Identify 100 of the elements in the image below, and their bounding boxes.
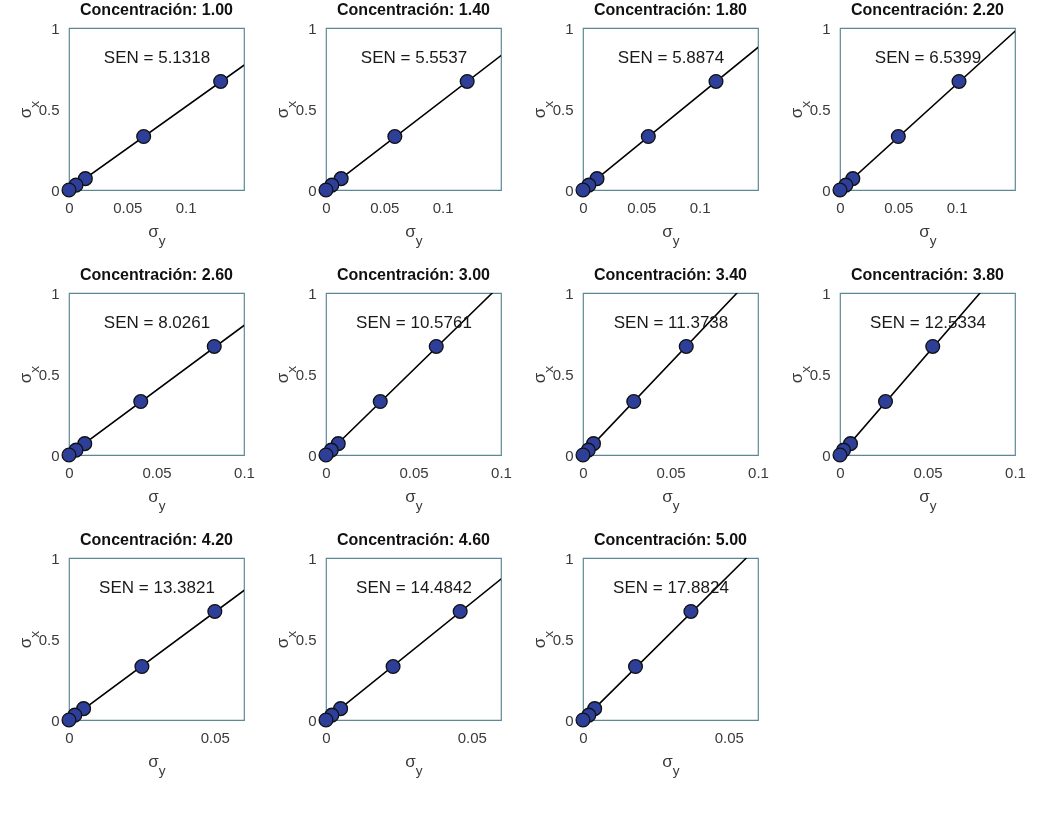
- chart-title: Concentración: 3.00: [337, 266, 491, 283]
- annotation: SEN = 8.0261: [103, 313, 211, 332]
- y-tick-label: 0.5: [552, 365, 574, 383]
- x-tick-label: 0.05: [370, 198, 400, 216]
- y-tick-label: 0: [822, 181, 831, 199]
- y-tick-label: 1: [51, 549, 60, 567]
- point: [385, 659, 401, 675]
- point: [318, 712, 334, 728]
- point: [683, 603, 699, 619]
- y-tick-label: 0: [308, 181, 317, 199]
- x-tick-label: 0.05: [457, 728, 487, 746]
- x-tick-label: 0: [65, 463, 74, 481]
- point: [428, 338, 444, 354]
- y-tick-label: 0.5: [295, 100, 317, 118]
- y-tick-label: 0.5: [295, 630, 317, 648]
- point: [626, 394, 642, 410]
- x-tick-label: 0: [836, 463, 845, 481]
- chart-title: Concentración: 1.40: [337, 1, 491, 18]
- point: [640, 129, 656, 145]
- x-tick-label: 0.1: [1005, 463, 1026, 481]
- y-tick-label: 0.5: [38, 365, 60, 383]
- y-tick-label: 0.5: [295, 365, 317, 383]
- chart-title: Concentración: 3.40: [594, 266, 748, 283]
- point: [133, 394, 149, 410]
- point: [61, 447, 77, 463]
- y-tick-label: 0: [51, 446, 60, 464]
- annotation: SEN = 14.4842: [356, 578, 472, 597]
- y-tick-label: 0.5: [809, 100, 831, 118]
- point: [678, 338, 694, 354]
- point: [832, 182, 848, 198]
- y-tick-label: 0: [565, 181, 574, 199]
- y-tick-label: 1: [51, 19, 60, 37]
- x-tick-label: 0.05: [200, 728, 230, 746]
- y-tick-label: 0.5: [38, 100, 60, 118]
- y-tick-label: 0.5: [552, 100, 574, 118]
- point: [61, 712, 77, 728]
- x-axis-title: σ$_{y}$: [919, 221, 937, 247]
- x-axis-title: σ$_{y}$: [148, 221, 166, 247]
- point: [925, 338, 941, 354]
- x-tick-label: 0.05: [714, 728, 744, 746]
- y-tick-label: 0: [51, 711, 60, 729]
- point: [832, 447, 848, 463]
- chart-title: Concentración: 1.00: [80, 1, 234, 18]
- x-tick-label: 0: [579, 198, 588, 216]
- y-tick-label: 0: [565, 446, 574, 464]
- chart-title: Concentración: 1.80: [594, 1, 748, 18]
- chart-title: Concentración: 4.20: [80, 531, 234, 548]
- y-tick-label: 0: [308, 446, 317, 464]
- point: [890, 129, 906, 145]
- x-axis-title: σ$_{y}$: [919, 486, 937, 512]
- y-tick-label: 1: [308, 284, 317, 302]
- x-axis-title: σ$_{y}$: [662, 221, 680, 247]
- chart-title: Concentración: 2.60: [80, 266, 234, 283]
- x-axis-title: σ$_{y}$: [662, 486, 680, 512]
- x-axis-title: σ$_{y}$: [405, 486, 423, 512]
- y-tick-label: 1: [308, 19, 317, 37]
- point: [452, 603, 468, 619]
- point: [207, 603, 223, 619]
- y-tick-label: 1: [51, 284, 60, 302]
- point: [627, 659, 644, 675]
- y-tick-label: 1: [565, 549, 574, 567]
- y-tick-label: 0.5: [552, 630, 574, 648]
- x-tick-label: 0.1: [491, 463, 512, 481]
- x-axis-title: σ$_{y}$: [148, 486, 166, 512]
- annotation: SEN = 6.5399: [874, 48, 982, 67]
- point: [372, 394, 388, 410]
- chart-title: Concentración: 2.20: [851, 1, 1005, 18]
- annotation: SEN = 5.1318: [103, 48, 211, 67]
- x-tick-label: 0.05: [913, 463, 943, 481]
- x-tick-label: 0: [65, 728, 74, 746]
- x-tick-label: 0.05: [113, 198, 143, 216]
- x-tick-label: 0.1: [689, 198, 711, 216]
- y-tick-label: 0: [308, 711, 317, 729]
- x-axis-title: σ$_{y}$: [405, 221, 423, 247]
- y-tick-label: 0.5: [809, 365, 831, 383]
- chart-title: Concentración: 3.80: [851, 266, 1005, 283]
- point: [387, 129, 403, 145]
- point: [877, 394, 894, 410]
- x-tick-label: 0: [836, 198, 845, 216]
- point: [951, 73, 967, 89]
- x-axis-title: σ$_{y}$: [405, 751, 423, 777]
- y-tick-label: 1: [565, 284, 574, 302]
- point: [206, 338, 222, 354]
- point: [575, 447, 591, 463]
- y-tick-label: 1: [308, 549, 317, 567]
- point: [318, 182, 334, 198]
- y-tick-label: 0.5: [38, 630, 60, 648]
- x-tick-label: 0: [65, 198, 74, 216]
- point: [136, 129, 152, 145]
- point: [134, 659, 150, 675]
- x-tick-label: 0.05: [399, 463, 429, 481]
- x-tick-label: 0.1: [175, 198, 197, 216]
- annotation: SEN = 5.8874: [617, 48, 725, 67]
- x-tick-label: 0: [322, 463, 331, 481]
- x-axis-title: σ$_{y}$: [662, 751, 680, 777]
- y-tick-label: 1: [822, 284, 831, 302]
- annotation: SEN = 5.5537: [360, 48, 468, 67]
- point: [318, 447, 334, 463]
- chart-title: Concentración: 5.00: [594, 531, 748, 548]
- y-tick-label: 1: [565, 19, 574, 37]
